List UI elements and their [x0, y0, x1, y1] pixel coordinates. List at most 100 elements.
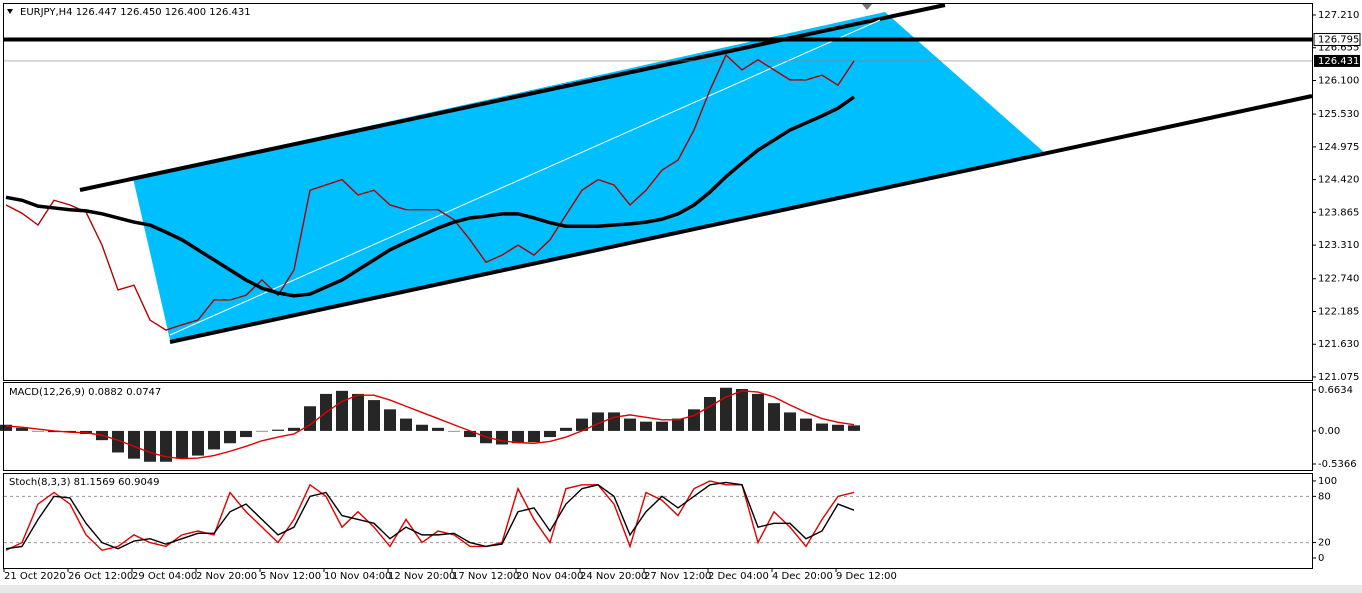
- histogram-bar: [416, 424, 428, 431]
- y-tick-label: 0.00: [1318, 426, 1340, 437]
- macd-title: MACD(12,26,9) 0.0882 0.0747: [9, 387, 161, 398]
- y-tick-label: 80: [1318, 491, 1331, 502]
- tab-strip: [0, 585, 1362, 593]
- histogram-bar: [768, 403, 780, 431]
- histogram-bar: [832, 424, 844, 431]
- price-tag: [1314, 54, 1360, 67]
- histogram-bar: [800, 418, 812, 431]
- histogram-bar: [848, 425, 860, 431]
- y-tick-label: 123.865: [1318, 207, 1359, 218]
- y-tick-label: 124.975: [1318, 142, 1359, 153]
- x-tick-label: 17 Nov 12:00: [452, 571, 519, 582]
- histogram-bar: [352, 393, 364, 431]
- histogram-bar: [704, 396, 716, 431]
- upper-channel: [79, 3, 946, 192]
- y-tick-label: 126.100: [1318, 75, 1359, 86]
- x-tick-label: 5 Nov 12:00: [260, 571, 321, 582]
- histogram-bar: [112, 430, 124, 453]
- y-tick-label: 0: [1318, 553, 1324, 564]
- histogram-bar: [368, 400, 380, 431]
- series-line: [5, 95, 856, 298]
- histogram-bar: [304, 406, 316, 431]
- x-tick-label: 10 Nov 04:00: [324, 571, 391, 582]
- histogram-bar: [272, 429, 284, 431]
- stoch-title: Stoch(8,3,3) 81.1569 60.9049: [9, 477, 160, 488]
- histogram-bar: [672, 418, 684, 431]
- histogram-bar: [528, 430, 540, 443]
- x-tick-label: 4 Dec 20:00: [772, 571, 833, 582]
- histogram-bar: [144, 430, 156, 462]
- histogram-bar: [640, 421, 652, 431]
- menu-arrow: [7, 9, 13, 14]
- y-tick-label: 126.655: [1318, 43, 1359, 54]
- histogram-bar: [784, 412, 796, 431]
- histogram-bar: [512, 430, 524, 444]
- histogram-bar: [624, 418, 636, 431]
- y-tick-label: 121.075: [1318, 372, 1359, 383]
- histogram-bar: [160, 430, 172, 462]
- histogram-bar: [400, 418, 412, 431]
- histogram-bar: [752, 393, 764, 431]
- x-tick-label: 9 Dec 12:00: [836, 571, 897, 582]
- histogram-bar: [224, 430, 236, 444]
- histogram-bar: [288, 427, 300, 431]
- y-tick-label: 125.530: [1318, 109, 1359, 120]
- histogram-bar: [656, 421, 668, 431]
- histogram-bar: [240, 430, 252, 438]
- series-line: [5, 480, 855, 552]
- marker: [862, 4, 872, 10]
- histogram-bar: [688, 409, 700, 431]
- histogram-bar: [128, 430, 140, 459]
- x-tick-label: 26 Oct 12:00: [68, 571, 133, 582]
- channel-fill: [133, 12, 1045, 340]
- histogram-bar: [16, 427, 28, 431]
- x-tick-label: 21 Oct 2020: [4, 571, 66, 582]
- histogram-bar: [736, 388, 748, 431]
- histogram-bar: [544, 430, 556, 438]
- histogram-bar: [336, 390, 348, 431]
- histogram-bar: [432, 427, 444, 431]
- lower-channel: [169, 94, 1313, 344]
- histogram-bar: [592, 412, 604, 431]
- y-tick-label: 0.6634: [1318, 385, 1353, 396]
- series-line: [5, 53, 855, 331]
- x-tick-label: 2 Nov 20:00: [196, 571, 257, 582]
- stoch-panel: [3, 473, 1313, 569]
- y-tick-label: 122.185: [1318, 306, 1359, 317]
- histogram-bar: [496, 430, 508, 445]
- level-label: 126.795: [1318, 34, 1359, 45]
- histogram-bar: [256, 430, 268, 432]
- y-tick-label: 121.630: [1318, 339, 1359, 350]
- histogram-bar: [720, 387, 732, 431]
- histogram-bar: [816, 423, 828, 431]
- histogram-bar: [560, 427, 572, 431]
- y-tick-label: 123.310: [1318, 240, 1359, 251]
- x-tick-label: 12 Nov 20:00: [388, 571, 455, 582]
- histogram-bar: [192, 430, 204, 456]
- level-tag: [1313, 32, 1361, 46]
- x-tick-label: 20 Nov 04:00: [516, 571, 583, 582]
- histogram-bar: [464, 430, 476, 438]
- x-tick-label: 27 Nov 12:00: [644, 571, 711, 582]
- signal-line: [5, 390, 855, 460]
- symbol-title: EURJPY,H4 126.447 126.450 126.400 126.43…: [20, 7, 251, 18]
- y-tick-label: 20: [1318, 538, 1331, 549]
- data-layer: [0, 37, 1312, 552]
- y-tick-label: 122.740: [1318, 274, 1359, 285]
- histogram-bar: [576, 418, 588, 431]
- y-tick-label: 100: [1318, 476, 1337, 487]
- histogram-bar: [384, 409, 396, 431]
- histogram-bar: [176, 430, 188, 459]
- x-tick-label: 24 Nov 20:00: [580, 571, 647, 582]
- histogram-bar: [448, 430, 460, 432]
- y-tick-label: 127.210: [1318, 10, 1359, 21]
- x-tick-label: 2 Dec 04:00: [708, 571, 769, 582]
- histogram-bar: [208, 430, 220, 450]
- x-tick-label: 29 Oct 04:00: [132, 571, 197, 582]
- trend-line: [169, 19, 881, 336]
- y-tick-label: 124.420: [1318, 175, 1359, 186]
- histogram-bar: [608, 412, 620, 431]
- histogram-bar: [32, 430, 44, 432]
- y-tick-label: -0.5366: [1318, 459, 1357, 470]
